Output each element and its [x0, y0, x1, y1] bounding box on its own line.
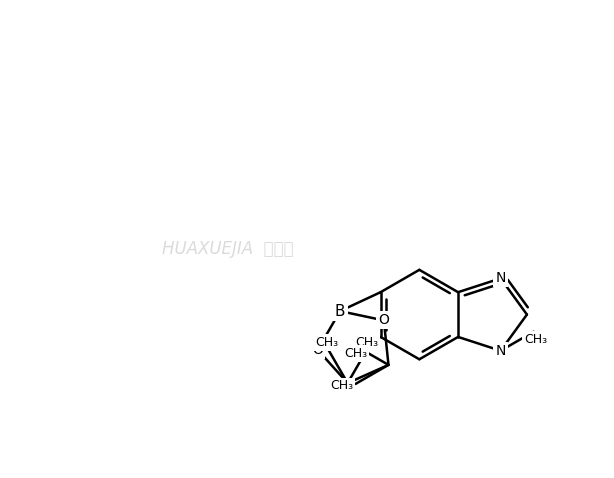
Text: CH₃: CH₃ [330, 380, 354, 392]
Text: O: O [378, 314, 389, 327]
Text: CH₃: CH₃ [315, 336, 338, 349]
Text: N: N [495, 272, 506, 285]
Text: B: B [335, 304, 345, 319]
Text: CH₃: CH₃ [355, 336, 378, 349]
Text: CH₃: CH₃ [524, 333, 547, 346]
Text: O: O [313, 343, 323, 357]
Text: CH₃: CH₃ [344, 348, 367, 360]
Text: HUAXUEJIA  化学家: HUAXUEJIA 化学家 [162, 239, 293, 258]
Text: N: N [495, 344, 506, 358]
